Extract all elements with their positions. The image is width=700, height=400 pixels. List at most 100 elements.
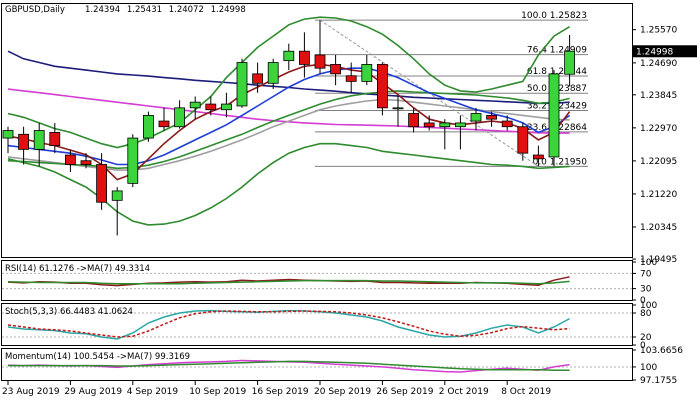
- candle: [33, 122, 45, 167]
- candle: [142, 111, 154, 142]
- candle-body: [501, 120, 513, 128]
- candle: [127, 134, 139, 188]
- candle-body: [564, 50, 575, 75]
- candle-body: [158, 120, 170, 128]
- candle-body: [33, 130, 45, 150]
- date-tick-label: 4 Sep 2019: [127, 387, 179, 397]
- indicator-line: [7, 279, 570, 285]
- candle-body: [142, 114, 154, 139]
- price-tick-label: 1.24690: [640, 59, 677, 69]
- momentum-title: Momentum(14) 100.5454 ->MA(7) 99.3169: [5, 352, 190, 362]
- ohlc-readout: 1.24394 1.25431 1.24072 1.24998: [85, 5, 246, 15]
- candle-body: [2, 130, 14, 139]
- fib-level-label: 61.8 1.24344: [527, 67, 587, 77]
- candle-body: [283, 50, 295, 62]
- indicator-tick-label: 100: [640, 363, 657, 373]
- price-tick-label: 1.20345: [640, 223, 677, 233]
- indicator-tick-label: 100: [640, 258, 657, 268]
- date-tick-label: 2 Oct 2019: [439, 387, 489, 397]
- indicator-line: [7, 310, 570, 338]
- fib-level-label: 0.0 1.21950: [533, 157, 588, 167]
- candle-body: [486, 114, 498, 120]
- candle-body: [267, 62, 279, 84]
- rsi-title: RSI(14) 61.1276 ->MA(7) 49.3314: [5, 264, 150, 274]
- candle: [314, 20, 326, 74]
- indicator-tick-label: 100: [640, 301, 657, 311]
- candle: [158, 107, 170, 131]
- candle: [439, 119, 451, 150]
- date-axis: 23 Aug 2019 29 Aug 2019 4 Sep 2019 10 Sep 2…: [2, 381, 551, 397]
- candle-body: [454, 122, 466, 128]
- fib-level-label: 76.4 1.24909: [527, 46, 587, 56]
- date-tick-label: 20 Sep 2019: [314, 387, 371, 397]
- candle: [18, 126, 30, 165]
- candle: [330, 54, 342, 86]
- candle-body: [439, 122, 451, 128]
- candle-body: [376, 64, 388, 109]
- candle: [454, 115, 466, 150]
- candle: [533, 145, 544, 167]
- ohlc-close: 1.24998: [211, 5, 246, 15]
- indicator-tick-label: 20: [640, 333, 652, 343]
- ohlc-low: 1.24072: [169, 5, 204, 15]
- indicator-tick-label: 80: [640, 309, 652, 319]
- candle: [548, 70, 560, 167]
- candlesticks: [2, 20, 575, 236]
- date-tick-label: 26 Sep 2019: [376, 387, 433, 397]
- candle: [65, 149, 76, 173]
- date-tick-label: 29 Aug 2019: [64, 387, 122, 397]
- current-price-tag: [633, 45, 697, 58]
- candle: [564, 34, 575, 87]
- candle: [298, 32, 310, 78]
- date-tick-label: 16 Sep 2019: [252, 387, 309, 397]
- candle-body: [330, 64, 342, 75]
- candle: [205, 96, 217, 116]
- candle: [252, 62, 264, 93]
- candle-body: [392, 107, 404, 110]
- ohlc-open: 1.24394: [85, 5, 120, 15]
- indicator-tick-label: 70: [640, 269, 652, 279]
- candle: [80, 153, 92, 169]
- candle: [96, 153, 107, 210]
- candle: [236, 58, 248, 108]
- candle: [361, 54, 373, 86]
- candle-body: [236, 62, 248, 107]
- date-tick-label: 10 Sep 2019: [189, 387, 246, 397]
- candle: [423, 115, 435, 131]
- candle-body: [517, 126, 529, 154]
- candle-body: [18, 133, 30, 150]
- candle: [470, 107, 482, 131]
- candle: [345, 62, 357, 93]
- date-tick-label: 23 Aug 2019: [2, 387, 60, 397]
- candle: [111, 187, 123, 236]
- candle-body: [314, 54, 326, 69]
- candle: [501, 115, 513, 131]
- candle-body: [96, 164, 107, 203]
- momentum-indicator: 103.6656 100 97.1755: [2, 346, 683, 386]
- indicator-line: [8, 360, 570, 371]
- candle-body: [470, 113, 482, 122]
- indicator-line: [7, 309, 570, 340]
- indicator-tick-label: 0: [640, 296, 646, 306]
- candle: [267, 58, 279, 89]
- candle: [283, 43, 295, 71]
- candle-body: [298, 50, 310, 65]
- candle: [220, 92, 232, 118]
- candle-body: [127, 137, 139, 184]
- candle-body: [111, 190, 123, 201]
- candle: [376, 62, 388, 116]
- candle-body: [65, 154, 76, 165]
- price-tick-label: 1.19495: [640, 255, 677, 265]
- candle-body: [252, 73, 264, 84]
- candle-body: [423, 122, 435, 128]
- price-tick-label: 1.22970: [640, 124, 677, 134]
- candle: [49, 122, 61, 154]
- overlay-line: [7, 16, 571, 149]
- candle-body: [205, 103, 217, 111]
- indicator-tick-label: 97.1755: [640, 376, 677, 386]
- current-price-label: 1.24998: [636, 47, 673, 57]
